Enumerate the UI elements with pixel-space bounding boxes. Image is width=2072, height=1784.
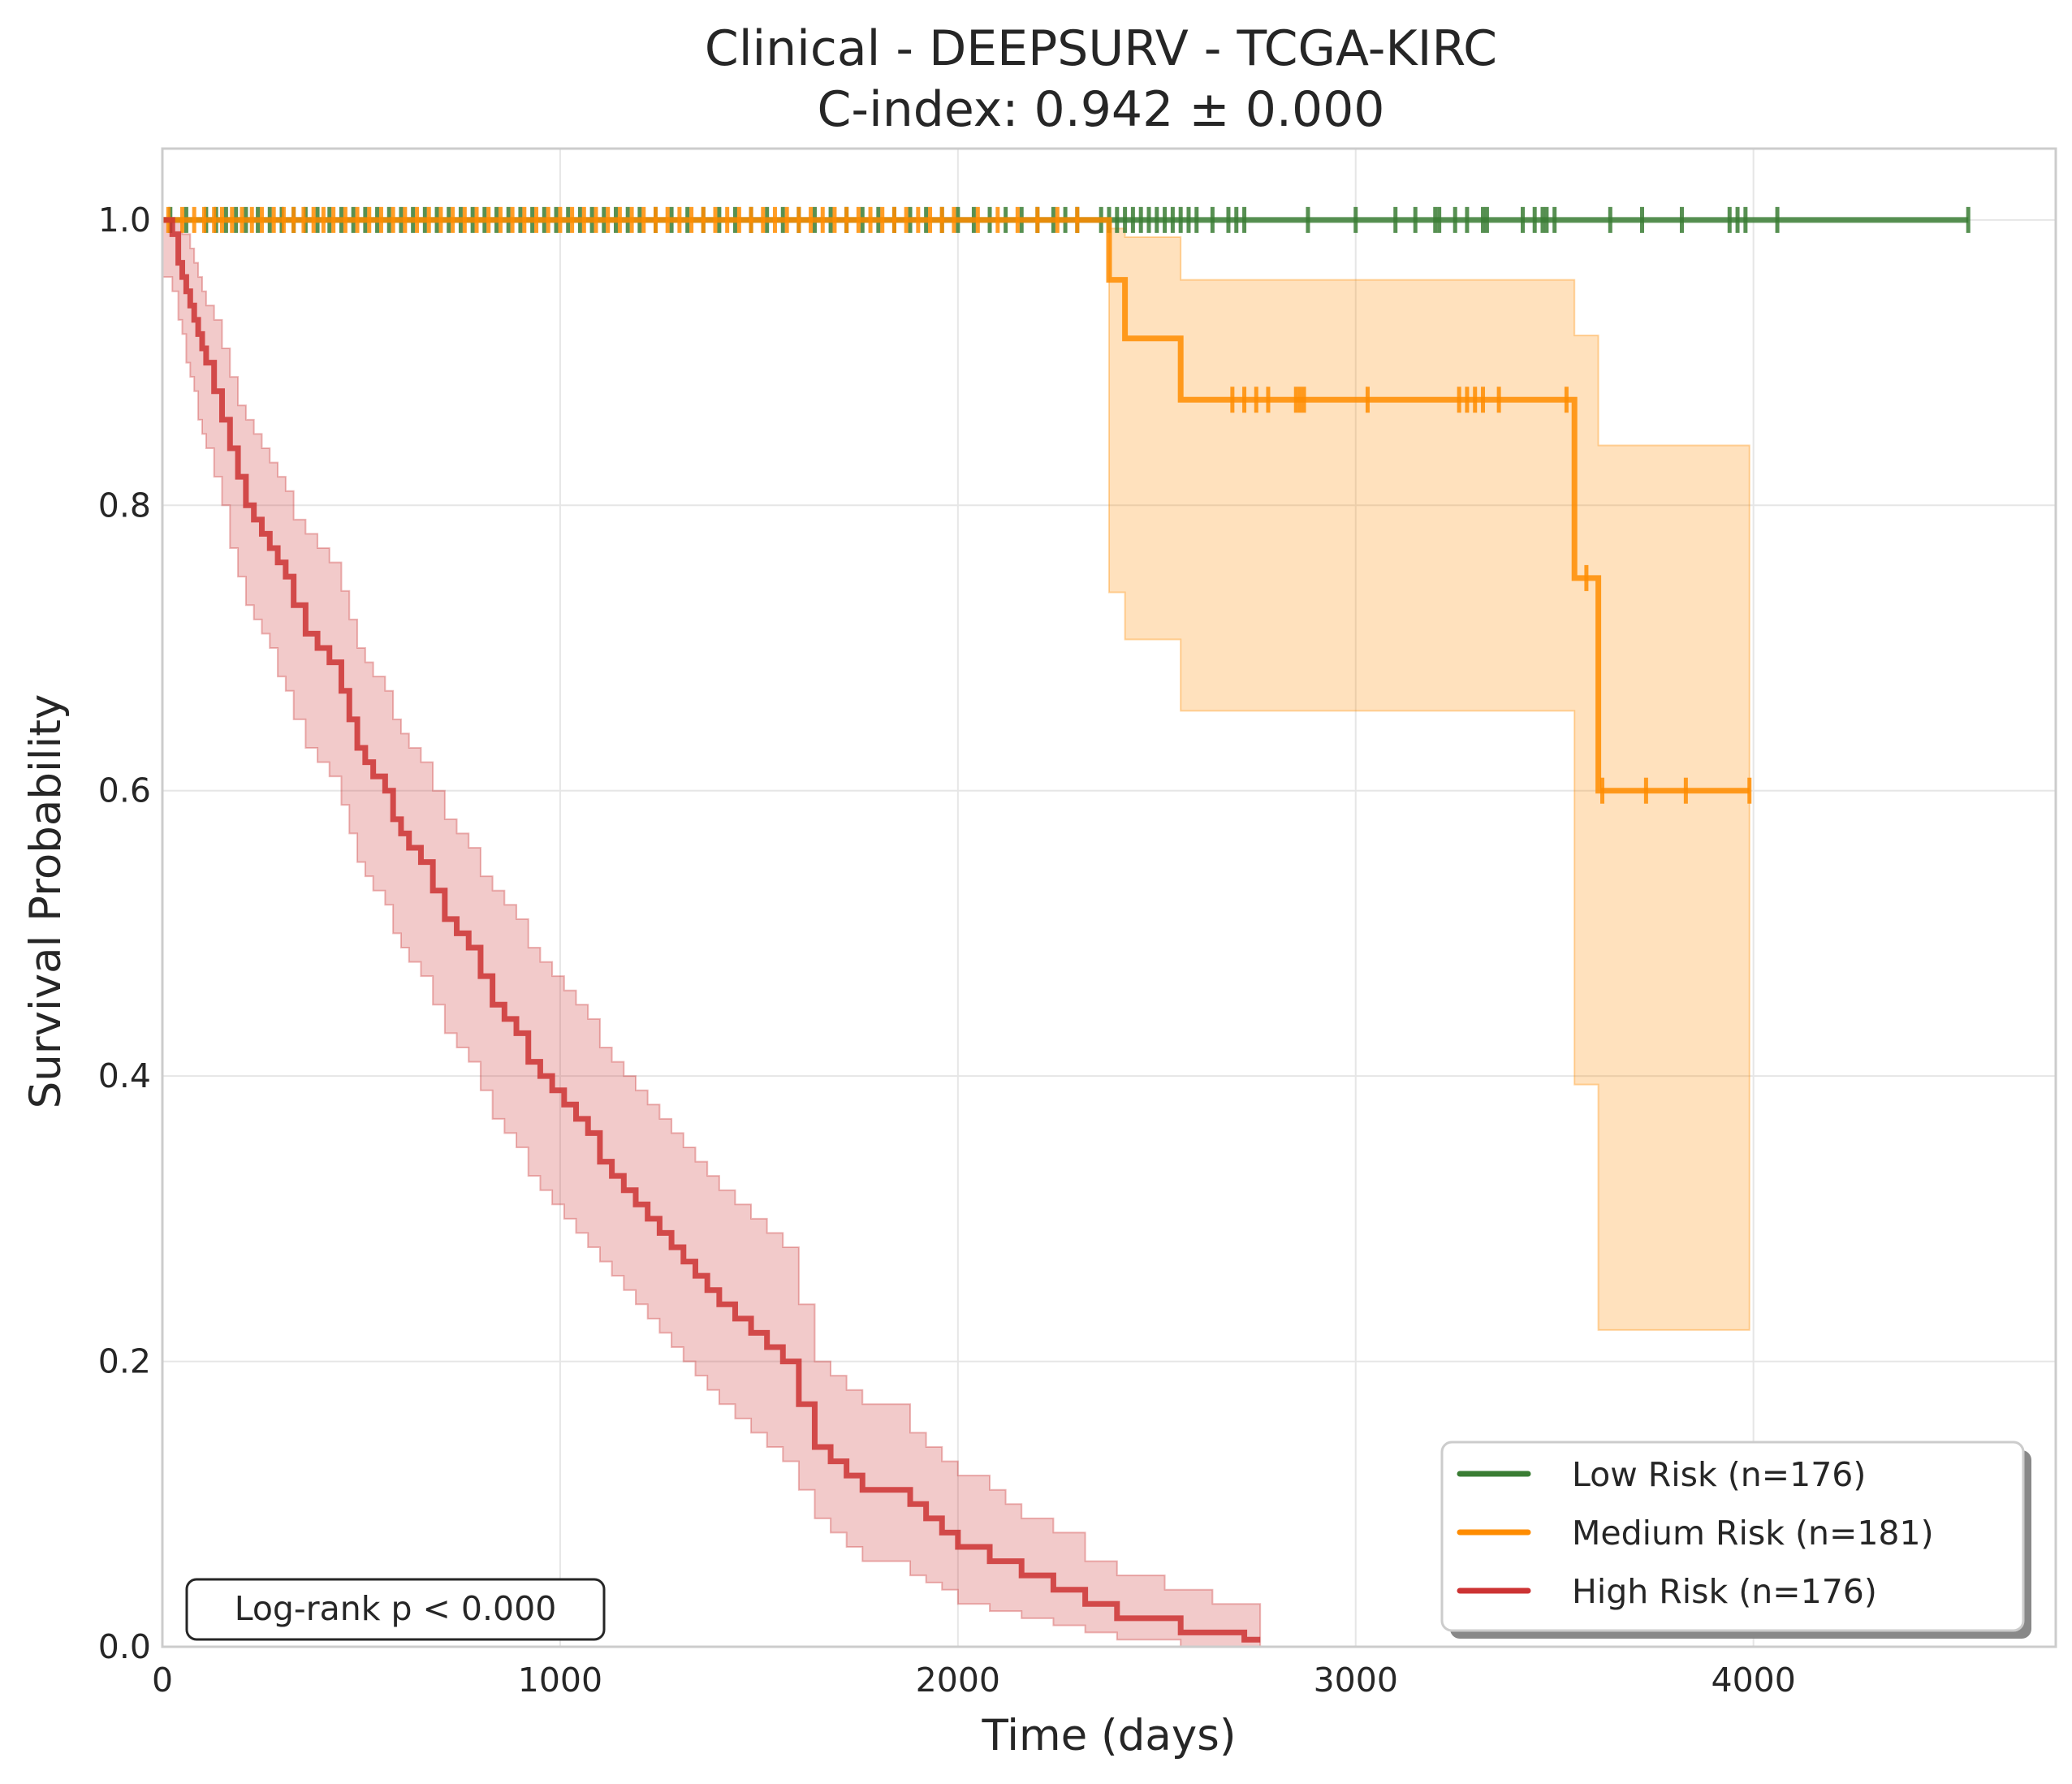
- high-risk-survival-line: [162, 217, 1261, 1643]
- x-tick-label: 3000: [1314, 1661, 1398, 1700]
- chart-subtitle: C-index: 0.942 ± 0.000: [818, 81, 1385, 138]
- legend-label-high-risk: High Risk (n=176): [1572, 1572, 1877, 1611]
- x-tick-label: 0: [152, 1661, 173, 1700]
- annotation-box: [185, 1578, 606, 1641]
- x-axis-label: Time (days): [981, 1711, 1236, 1760]
- x-tick-label: 2000: [916, 1661, 1000, 1700]
- y-tick-label: 0.4: [98, 1056, 151, 1095]
- y-tick-label: 1.0: [98, 201, 151, 240]
- legend-label-medium-risk: Medium Risk (n=181): [1572, 1514, 1934, 1553]
- plot-frame: [161, 147, 2057, 1648]
- x-tick-label: 4000: [1711, 1661, 1795, 1700]
- annotation-text: Log-rank p < 0.000: [235, 1589, 557, 1628]
- plot-area: [162, 206, 1971, 1648]
- axis-ticks: 0 1000 2000 3000 4000 0.0 0.2 0.4 0.6 0.8 1.0: [98, 201, 1796, 1700]
- logrank-annotation: Log-rank p < 0.000: [185, 1578, 606, 1641]
- x-tick-label: 1000: [518, 1661, 602, 1700]
- medium-risk-ci-band: [1108, 227, 1750, 1331]
- legend: Low Risk (n=176) Medium Risk (n=181) Hig…: [1440, 1441, 2031, 1639]
- legend-label-low-risk: Low Risk (n=176): [1572, 1455, 1866, 1494]
- chart-title: Clinical - DEEPSURV - TCGA-KIRC: [705, 20, 1497, 77]
- y-tick-label: 0.0: [98, 1627, 151, 1666]
- y-tick-label: 0.8: [98, 486, 151, 525]
- legend-box: [1440, 1441, 2025, 1632]
- medium-risk-survival-line: [162, 217, 1750, 794]
- y-tick-label: 0.6: [98, 771, 151, 810]
- y-tick-label: 0.2: [98, 1342, 151, 1381]
- y-axis-label: Survival Probability: [21, 694, 71, 1109]
